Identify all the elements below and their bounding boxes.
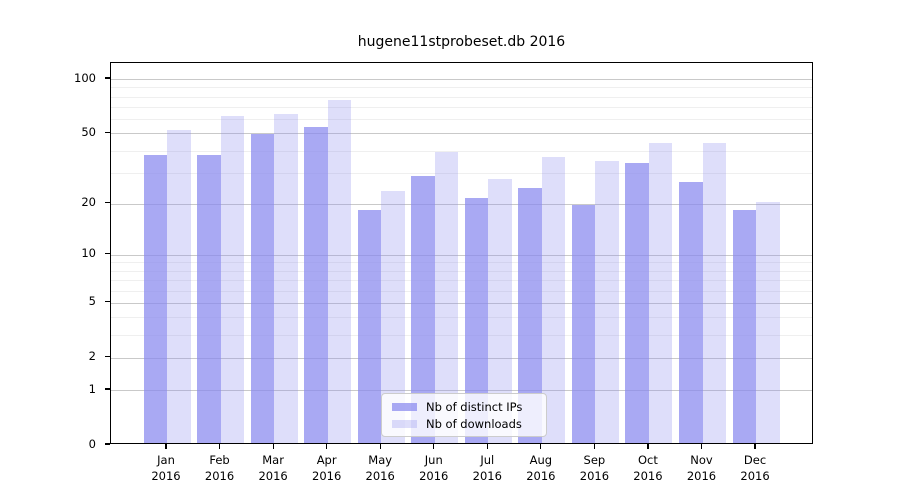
ips-swatch (392, 402, 417, 411)
major-gridline (111, 390, 812, 392)
x-tick-label-aug: Aug 2016 (526, 453, 556, 483)
downloads-bar-aug (541, 156, 566, 443)
legend: Nb of distinct IPs Nb of downloads (381, 393, 547, 437)
y-tick-label: 50 (81, 124, 96, 139)
minor-gridline (111, 317, 812, 319)
x-tick-label-may: May 2016 (365, 453, 395, 483)
downloads-bar-may (381, 190, 405, 443)
x-tick-mark (379, 444, 381, 449)
ips-bar-jul (464, 197, 489, 443)
y-tick-label: 20 (81, 195, 96, 210)
legend-row: Nb of downloads (392, 417, 536, 431)
ips-bar-oct (625, 163, 649, 443)
legend-label: Nb of distinct IPs (426, 399, 523, 414)
x-tick-mark (700, 444, 703, 449)
ips-bar-aug (518, 187, 542, 443)
ips-bar-dec (732, 209, 757, 443)
bars-layer (111, 63, 812, 443)
ips-bar-jun (411, 175, 435, 443)
x-tick-label-oct: Oct 2016 (633, 453, 663, 483)
x-tick-mark (326, 444, 328, 449)
x-tick-mark (433, 444, 435, 449)
minor-gridline (111, 150, 812, 152)
major-gridline (111, 79, 812, 80)
major-gridline (111, 357, 812, 359)
downloads-bar-jun (434, 152, 459, 443)
minor-gridline (111, 106, 812, 108)
ips-bar-feb (197, 154, 221, 443)
x-tick-mark (647, 444, 649, 449)
minor-gridline (111, 96, 812, 98)
minor-gridline (111, 280, 812, 282)
y-tick-label: 0 (88, 436, 96, 451)
x-tick-mark (593, 444, 595, 449)
x-tick-label-dec: Dec 2016 (740, 453, 770, 483)
major-gridline (111, 302, 812, 304)
x-tick-label-nov: Nov 2016 (686, 453, 717, 483)
downloads-bar-jul (488, 178, 512, 443)
downloads-bar-dec (756, 201, 780, 443)
major-gridline (111, 254, 812, 256)
y-tick-mark (105, 301, 110, 303)
x-tick-label-mar: Mar 2016 (258, 453, 288, 483)
minor-gridline (111, 270, 812, 272)
ips-bar-mar (250, 134, 275, 443)
plot-area: Nb of distinct IPs Nb of downloads (110, 62, 813, 444)
downloads-bar-nov (702, 142, 726, 443)
downloads-bar-feb (220, 115, 245, 443)
x-tick-label-sep: Sep 2016 (579, 453, 610, 483)
legend-label: Nb of downloads (426, 416, 522, 431)
ips-bar-sep (571, 205, 596, 443)
legend-row: Nb of distinct IPs (392, 400, 536, 414)
y-tick-mark (105, 201, 110, 204)
downloads-swatch (392, 419, 417, 428)
y-tick-label: 2 (88, 349, 96, 364)
y-tick-mark (105, 443, 110, 445)
y-tick-mark (105, 131, 110, 133)
chart-title: hugene11stprobeset.db 2016 (357, 34, 566, 50)
major-gridline (111, 203, 812, 205)
x-tick-label-feb: Feb 2016 (204, 453, 235, 483)
y-tick-mark (105, 253, 110, 255)
downloads-bar-apr (327, 99, 352, 443)
x-tick-label-jul: Jul 2016 (472, 453, 502, 483)
y-tick-label: 10 (81, 246, 96, 261)
ips-bar-apr (304, 126, 328, 443)
y-tick-mark (105, 388, 110, 390)
minor-gridline (111, 118, 812, 120)
major-gridline (111, 133, 812, 135)
x-tick-label-jun: Jun 2016 (419, 453, 449, 483)
x-tick-label-apr: Apr 2016 (312, 453, 342, 483)
x-tick-mark (754, 444, 756, 449)
minor-gridline (111, 87, 812, 89)
downloads-bar-oct (648, 142, 673, 443)
y-tick-mark (105, 356, 110, 358)
x-tick-mark (272, 444, 274, 449)
ips-bar-nov (679, 181, 703, 443)
y-tick-mark (105, 77, 110, 79)
ips-bar-jan (143, 154, 167, 443)
downloads-bar-sep (595, 161, 619, 443)
x-tick-mark (540, 444, 542, 449)
ips-bar-may (357, 209, 382, 443)
x-tick-label-jan: Jan 2016 (151, 453, 181, 483)
gridlines-layer (111, 63, 812, 443)
y-tick-label: 100 (74, 70, 96, 85)
downloads-bar-mar (274, 114, 298, 443)
minor-gridline (111, 172, 812, 174)
minor-gridline (111, 335, 812, 337)
minor-gridline (111, 290, 812, 292)
downloads-bar-jan (167, 129, 191, 443)
minor-gridline (111, 262, 812, 264)
y-tick-label: 1 (88, 381, 96, 396)
x-tick-mark (218, 444, 221, 449)
y-tick-label: 5 (88, 294, 96, 309)
x-tick-mark (165, 444, 167, 449)
x-tick-mark (486, 444, 488, 449)
